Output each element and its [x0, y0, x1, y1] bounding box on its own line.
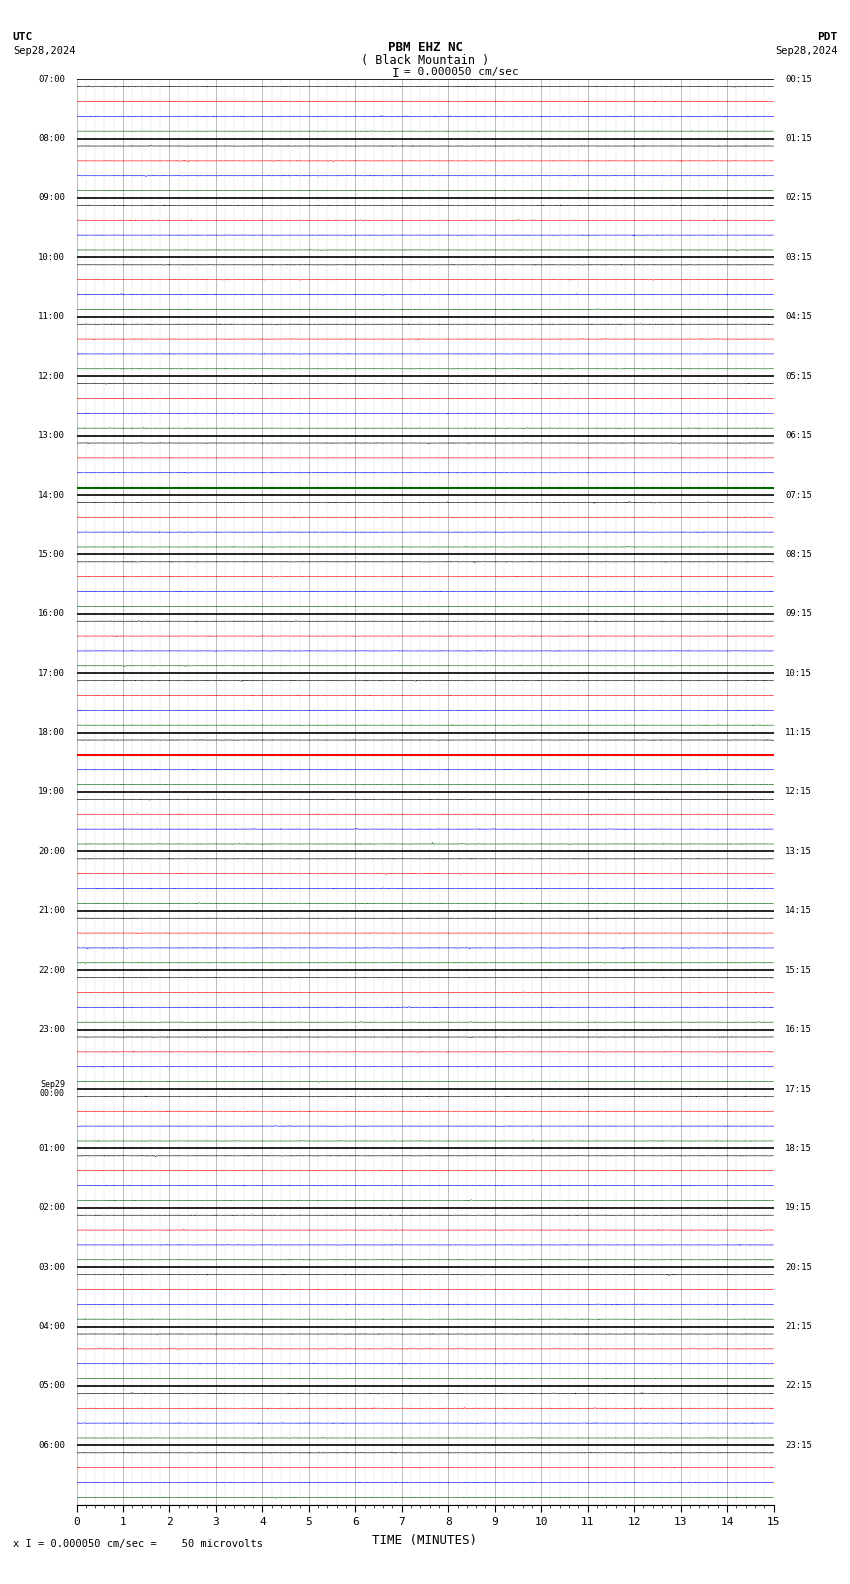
Text: 09:15: 09:15	[785, 610, 812, 618]
X-axis label: TIME (MINUTES): TIME (MINUTES)	[372, 1533, 478, 1546]
Text: x I = 0.000050 cm/sec =    50 microvolts: x I = 0.000050 cm/sec = 50 microvolts	[13, 1540, 263, 1549]
Text: 21:00: 21:00	[38, 906, 65, 916]
Text: 20:15: 20:15	[785, 1262, 812, 1272]
Text: 11:00: 11:00	[38, 312, 65, 322]
Text: 09:00: 09:00	[38, 193, 65, 203]
Text: 19:00: 19:00	[38, 787, 65, 797]
Text: I: I	[392, 67, 399, 79]
Text: 11:15: 11:15	[785, 729, 812, 737]
Text: 19:15: 19:15	[785, 1204, 812, 1212]
Text: 01:15: 01:15	[785, 135, 812, 143]
Text: 22:15: 22:15	[785, 1381, 812, 1391]
Text: 18:15: 18:15	[785, 1144, 812, 1153]
Text: PBM EHZ NC: PBM EHZ NC	[388, 41, 462, 54]
Text: 07:15: 07:15	[785, 491, 812, 499]
Text: 16:00: 16:00	[38, 610, 65, 618]
Text: 05:00: 05:00	[38, 1381, 65, 1391]
Text: 12:15: 12:15	[785, 787, 812, 797]
Text: 17:15: 17:15	[785, 1085, 812, 1093]
Text: 04:00: 04:00	[38, 1323, 65, 1331]
Text: 01:00: 01:00	[38, 1144, 65, 1153]
Text: 00:00: 00:00	[40, 1088, 65, 1098]
Text: 00:15: 00:15	[785, 74, 812, 84]
Text: 04:15: 04:15	[785, 312, 812, 322]
Text: 06:15: 06:15	[785, 431, 812, 440]
Text: Sep28,2024: Sep28,2024	[774, 46, 837, 55]
Text: 05:15: 05:15	[785, 372, 812, 380]
Text: 14:00: 14:00	[38, 491, 65, 499]
Text: = 0.000050 cm/sec: = 0.000050 cm/sec	[404, 67, 518, 76]
Text: 07:00: 07:00	[38, 74, 65, 84]
Text: 23:00: 23:00	[38, 1025, 65, 1034]
Text: Sep28,2024: Sep28,2024	[13, 46, 76, 55]
Text: PDT: PDT	[817, 32, 837, 41]
Text: 12:00: 12:00	[38, 372, 65, 380]
Text: 22:00: 22:00	[38, 966, 65, 974]
Text: 10:15: 10:15	[785, 668, 812, 678]
Text: 02:15: 02:15	[785, 193, 812, 203]
Text: 15:15: 15:15	[785, 966, 812, 974]
Text: 17:00: 17:00	[38, 668, 65, 678]
Text: 08:00: 08:00	[38, 135, 65, 143]
Text: 10:00: 10:00	[38, 253, 65, 261]
Text: 13:00: 13:00	[38, 431, 65, 440]
Text: 02:00: 02:00	[38, 1204, 65, 1212]
Text: 03:15: 03:15	[785, 253, 812, 261]
Text: 13:15: 13:15	[785, 847, 812, 855]
Text: 08:15: 08:15	[785, 550, 812, 559]
Text: 14:15: 14:15	[785, 906, 812, 916]
Text: ( Black Mountain ): ( Black Mountain )	[361, 54, 489, 67]
Text: 16:15: 16:15	[785, 1025, 812, 1034]
Text: 18:00: 18:00	[38, 729, 65, 737]
Text: 06:00: 06:00	[38, 1441, 65, 1449]
Text: 21:15: 21:15	[785, 1323, 812, 1331]
Text: UTC: UTC	[13, 32, 33, 41]
Text: 23:15: 23:15	[785, 1441, 812, 1449]
Text: 15:00: 15:00	[38, 550, 65, 559]
Text: 20:00: 20:00	[38, 847, 65, 855]
Text: Sep29: Sep29	[40, 1080, 65, 1088]
Text: 03:00: 03:00	[38, 1262, 65, 1272]
